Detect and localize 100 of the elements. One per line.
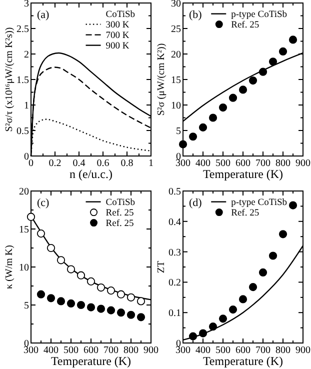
point: [96, 304, 106, 313]
x-axis-title: Temperature (K): [202, 354, 284, 368]
point: [126, 293, 136, 302]
x-tick-label: 0.4: [72, 158, 86, 169]
y-axis-title: S²σ/τ (x10¹⁶μW/(cm K²s)): [4, 27, 15, 132]
point: [56, 297, 66, 306]
point: [258, 268, 268, 277]
x-tick-label: 600: [236, 158, 250, 169]
x-tick-label: 400: [196, 345, 210, 356]
legend-label: 900 K: [106, 42, 130, 52]
annotation: (a): [37, 9, 50, 21]
x-tick-label: 800: [124, 345, 138, 356]
point: [208, 114, 218, 122]
point: [36, 290, 46, 298]
point: [126, 310, 136, 319]
y-tick-label: 0.5: [168, 186, 181, 198]
point: [278, 230, 288, 238]
legend-label: Ref. 25: [106, 219, 134, 229]
legend-label: Ref. 25: [106, 208, 134, 218]
point: [76, 300, 86, 310]
point: [258, 68, 268, 76]
x-tick-label: 0.6: [96, 158, 110, 169]
point: [238, 86, 248, 94]
y-tick-label: 15: [19, 224, 29, 236]
point: [268, 58, 278, 66]
point: [116, 290, 126, 298]
x-tick-label: 800: [276, 345, 290, 356]
x-tick-label: 500: [216, 345, 230, 356]
y-axis-title: S²σ (μW/(cm K²)): [156, 43, 167, 116]
y-tick-label: 20: [171, 50, 181, 60]
x-tick-label: 300: [176, 158, 190, 169]
x-axis-title: Temperature (K): [202, 167, 284, 181]
legend-label: 300 K: [106, 20, 130, 30]
point: [46, 244, 56, 252]
y-tick-label: 0.1: [168, 308, 181, 320]
y-tick-label: 3: [24, 0, 29, 10]
x-tick-label: 1: [148, 158, 154, 169]
point: [66, 265, 76, 274]
x-axis-title: Temperature (K): [50, 354, 132, 368]
point: [26, 212, 36, 221]
x-tick-label: 400: [44, 345, 58, 356]
point: [116, 308, 126, 317]
x-axis-title: n (e/u.c.): [70, 167, 112, 181]
point: [218, 314, 228, 323]
point: [76, 271, 86, 280]
y-tick-label: 25: [171, 24, 181, 35]
annotation: (b): [189, 9, 202, 21]
annotation: (d): [189, 197, 202, 209]
point: [278, 47, 288, 56]
y-tick-label: 1.5: [16, 75, 29, 86]
legend-label: p-type CoTiSb: [231, 198, 288, 208]
y-tick-label: 10: [171, 100, 181, 112]
point: [198, 329, 208, 338]
point: [228, 94, 238, 102]
point: [288, 36, 298, 44]
point: [198, 123, 208, 132]
point: [136, 297, 146, 306]
legend-label: Ref. 25: [231, 20, 260, 30]
point: [188, 132, 198, 141]
y-tick-label: 0.4: [168, 216, 181, 228]
x-tick-label: 900: [296, 345, 310, 356]
point: [248, 76, 258, 85]
y-tick-label: 5: [176, 126, 181, 137]
point: [248, 283, 258, 292]
y-tick-label: 0.2: [168, 278, 181, 289]
legend-label: CoTiSb: [106, 198, 136, 208]
x-tick-label: 600: [236, 345, 250, 356]
x-tick-label: 900: [296, 158, 310, 169]
x-tick-label: 700: [104, 345, 118, 356]
y-tick-label: 30: [171, 0, 181, 10]
point: [46, 294, 56, 302]
point: [106, 306, 116, 314]
y-tick-label: 2: [24, 50, 29, 60]
x-tick-label: 600: [84, 345, 98, 356]
point: [136, 313, 146, 322]
legend-title: CoTiSb: [106, 10, 136, 20]
point: [178, 140, 188, 148]
x-tick-label: 700: [256, 345, 270, 356]
point: [218, 104, 228, 112]
y-tick-label: 5: [24, 300, 29, 312]
point: [86, 277, 96, 286]
y-tick-label: 15: [171, 75, 181, 86]
point: [288, 201, 298, 210]
point: [208, 322, 218, 331]
legend-label: 700 K: [106, 31, 130, 41]
x-tick-label: 300: [24, 345, 38, 356]
y-tick-label: 0.5: [16, 126, 29, 137]
y-tick-label: 10: [19, 262, 29, 274]
point: [238, 295, 248, 304]
x-tick-label: 500: [64, 345, 78, 356]
point: [188, 332, 198, 340]
point: [56, 256, 66, 264]
y-tick-label: 1: [24, 100, 29, 112]
point: [66, 299, 76, 308]
point: [86, 303, 96, 312]
y-tick-label: 20: [19, 186, 29, 198]
x-tick-label: 800: [276, 158, 290, 169]
y-tick-label: 0.3: [168, 247, 181, 258]
legend-label: Ref. 25: [231, 208, 260, 218]
annotation: (c): [37, 197, 50, 209]
